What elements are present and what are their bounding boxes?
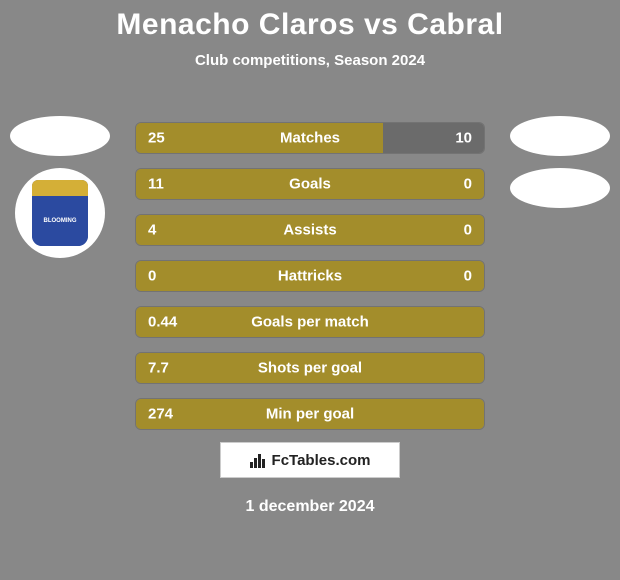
right-player-photo-placeholder-2 (510, 168, 610, 208)
comparison-row: Assists 4 0 (135, 214, 485, 246)
subtitle: Club competitions, Season 2024 (0, 52, 620, 69)
bar-value-left: 274 (148, 406, 173, 423)
bar-label: Goals per match (251, 314, 369, 331)
bar-left-segment (136, 123, 383, 153)
bar-value-left: 11 (148, 176, 164, 193)
bar-label: Matches (280, 130, 340, 147)
left-player-column: BLOOMING (10, 116, 110, 258)
page-title: Menacho Claros vs Cabral (0, 0, 620, 42)
logo-text: FcTables.com (272, 452, 371, 469)
fctables-logo: FcTables.com (220, 442, 400, 478)
comparison-row: Min per goal 274 (135, 398, 485, 430)
comparison-bars: Matches2510Goals110Assists40Hattricks00G… (135, 122, 485, 444)
bar-value-left: 4 (148, 222, 156, 239)
bar-label: Hattricks (278, 268, 342, 285)
bar-value-right: 0 (464, 268, 472, 285)
left-club-badge: BLOOMING (15, 168, 105, 258)
bar-label: Min per goal (266, 406, 354, 423)
bar-chart-icon (250, 452, 268, 468)
badge-club-name: BLOOMING (32, 196, 88, 246)
comparison-row: Shots per goal 7.7 (135, 352, 485, 384)
footer-date: 1 december 2024 (246, 498, 375, 516)
right-player-photo-placeholder-1 (510, 116, 610, 156)
bar-value-left: 25 (148, 130, 165, 147)
bar-label: Assists (283, 222, 336, 239)
bar-label: Goals (289, 176, 331, 193)
bar-value-right: 10 (455, 130, 472, 147)
comparison-row: Goals per match 0.44 (135, 306, 485, 338)
comparison-row: Matches 25 10 (135, 122, 485, 154)
comparison-row: Goals 11 0 (135, 168, 485, 200)
bar-value-right: 0 (464, 176, 472, 193)
bar-value-left: 0 (148, 268, 156, 285)
bar-label: Shots per goal (258, 360, 362, 377)
badge-crown-stripes (32, 180, 88, 196)
left-player-photo-placeholder (10, 116, 110, 156)
bar-value-right: 0 (464, 222, 472, 239)
comparison-row: Hattricks 0 0 (135, 260, 485, 292)
bar-value-left: 0.44 (148, 314, 177, 331)
infographic-container: Menacho Claros vs Cabral Club competitio… (0, 0, 620, 580)
right-player-column (510, 116, 610, 220)
bar-value-left: 7.7 (148, 360, 169, 377)
